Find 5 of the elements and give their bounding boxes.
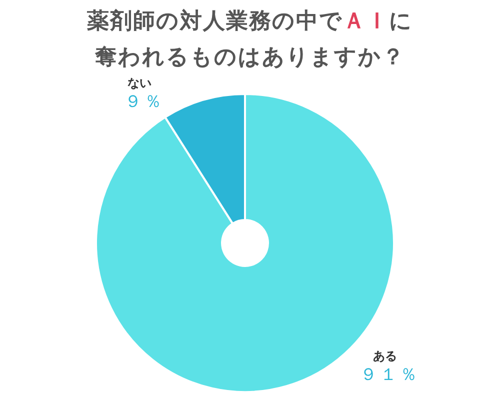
slice-label: ない (128, 76, 152, 90)
data-label: ９％ (124, 92, 165, 112)
chart-title: 薬剤師の対人業務の中でＡＩに奪われるものはありますか？ (86, 8, 413, 70)
data-label: ９１％ (360, 365, 420, 385)
slice-label: ある (373, 349, 397, 363)
